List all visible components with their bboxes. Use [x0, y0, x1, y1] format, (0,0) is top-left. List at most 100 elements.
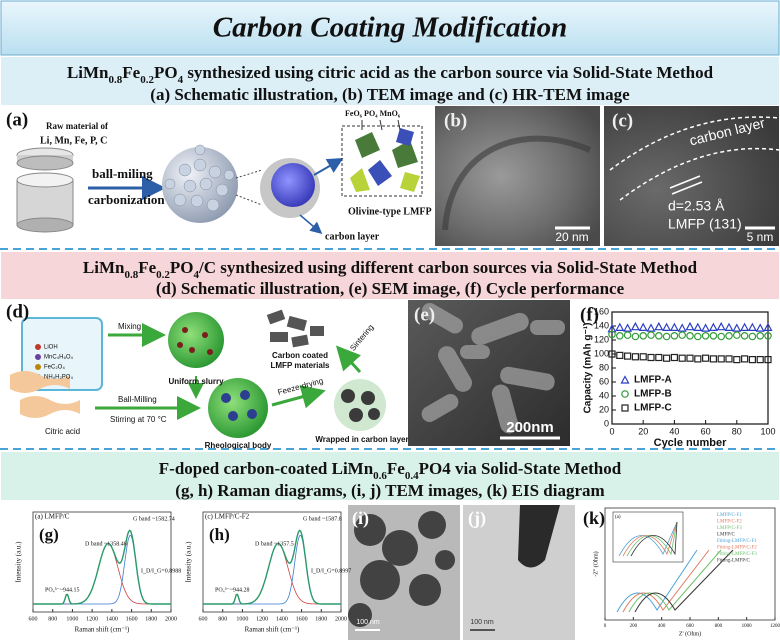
- y-tick-label: 100: [594, 348, 609, 358]
- panel-label: (d): [6, 301, 29, 322]
- x-axis-label: Raman shift (cm⁻¹): [75, 626, 130, 634]
- point: [670, 331, 679, 340]
- label: Li, Mn, Fe, P, C: [40, 135, 107, 146]
- point: [716, 321, 726, 331]
- scale-label: 20 nm: [555, 230, 588, 244]
- label: Sintering: [348, 323, 375, 353]
- label: I_D/I_G=0.8997: [311, 568, 351, 574]
- label: FeC₂O₄: [44, 365, 65, 371]
- x-tick-label: 0: [609, 426, 614, 436]
- label: NH₄H₂PO₄: [44, 375, 73, 381]
- point: [709, 331, 718, 340]
- x-tick-label: 2000: [165, 616, 177, 622]
- x-tick-label: 1200: [256, 616, 268, 622]
- panel-label: (b): [444, 110, 467, 131]
- x-tick-label: 800: [715, 624, 723, 629]
- point: [678, 331, 687, 339]
- point: [701, 354, 710, 362]
- legend-label: Fitting-LMFP/C-F1: [717, 539, 757, 544]
- point: [647, 331, 655, 339]
- x-tick-label: 600: [686, 624, 694, 629]
- panel-label: (e): [414, 304, 435, 325]
- legend-marker: [621, 404, 629, 412]
- point: [623, 331, 632, 339]
- heading-text: LiMn: [67, 63, 109, 82]
- point: [764, 356, 772, 364]
- heading-text: 4: [178, 74, 184, 86]
- heading-text: synthesized using citric acid as the car…: [183, 63, 714, 82]
- x-tick-label: 0: [604, 624, 607, 629]
- label: G band ~1587.8: [303, 516, 342, 522]
- panel-label: (g): [39, 525, 59, 544]
- point: [717, 355, 725, 363]
- y-axis-label: Intensity (a.u.): [15, 541, 23, 583]
- scale-label: 5 nm: [747, 230, 774, 244]
- x-tick-label: 1600: [126, 616, 138, 622]
- point: [677, 323, 687, 332]
- heading-text: 0.8: [124, 269, 138, 281]
- heading-text: /C synthesized using different carbon so…: [198, 258, 698, 277]
- point: [654, 331, 663, 340]
- eis-curve: [628, 549, 722, 613]
- point: [693, 332, 702, 341]
- heading-text: 0.2: [156, 269, 170, 281]
- point: [686, 331, 694, 340]
- point: [630, 321, 640, 331]
- point: [631, 332, 640, 341]
- point: [639, 331, 648, 340]
- heading-text: F-doped carbon-coated LiMn: [159, 459, 374, 478]
- eis-curve: [616, 549, 698, 613]
- heading-text: 4: [194, 269, 200, 281]
- heading-text: Fe: [387, 459, 405, 478]
- eis-curve: [634, 549, 734, 613]
- label: D band ~1357.5: [255, 541, 294, 547]
- y-tick-label: 60: [599, 376, 609, 386]
- y-tick-label: 20: [599, 404, 609, 414]
- x-tick-label: 1200: [770, 624, 780, 629]
- x-tick-label: 1400: [106, 616, 118, 622]
- label: carbonization: [88, 192, 165, 207]
- heading-text: 0.8: [109, 74, 123, 86]
- point: [623, 352, 632, 360]
- point: [717, 332, 726, 341]
- x-tick-label: 80: [732, 426, 742, 436]
- sem-grains: [421, 303, 565, 434]
- label: D band ~1358.46: [85, 541, 127, 547]
- heading-text: 0.2: [140, 74, 154, 86]
- heading-text: 0.6: [373, 470, 387, 482]
- x-tick-label: 1400: [276, 616, 288, 622]
- point: [725, 331, 733, 340]
- point: [662, 322, 672, 331]
- x-tick-label: 60: [701, 426, 711, 436]
- heading-text: Fe: [138, 258, 156, 277]
- point: [732, 331, 741, 339]
- x-tick-label: 600: [199, 616, 208, 622]
- label: (a): [615, 515, 621, 520]
- schematic-a: [16, 119, 423, 234]
- section-heading: F-doped carbon-coated LiMn0.6Fe0.4PO4 vi…: [159, 459, 622, 482]
- point: [747, 322, 757, 331]
- heading-text: (g, h) Raman diagrams, (i, j) TEM images…: [175, 481, 604, 500]
- panel-label: (a): [6, 109, 28, 130]
- panel-label: (c): [612, 110, 633, 131]
- point: [764, 331, 772, 340]
- label: carbon layer: [325, 231, 380, 242]
- tem-image: [463, 505, 575, 640]
- point: [740, 331, 749, 340]
- page-title: Carbon Coating Modification: [213, 12, 568, 44]
- point: [639, 353, 647, 361]
- panel-label: (i): [352, 508, 369, 529]
- label: Olivine-type LMFP: [348, 206, 432, 217]
- point: [686, 354, 694, 362]
- point: [655, 353, 663, 362]
- point: [608, 350, 616, 358]
- section-heading: (g, h) Raman diagrams, (i, j) TEM images…: [175, 481, 604, 500]
- title-band: [0, 0, 780, 56]
- y-axis-label: Intensity (a.u.): [185, 541, 193, 583]
- label: (c) LMFP/C-F2: [205, 513, 250, 521]
- x-tick-label: 200: [630, 624, 638, 629]
- legend-label: LMFP/C-F1: [717, 513, 742, 518]
- x-tick-label: 1000: [236, 616, 248, 622]
- label: Carbon coated: [272, 351, 328, 360]
- legend-label: LMFP-A: [634, 375, 672, 386]
